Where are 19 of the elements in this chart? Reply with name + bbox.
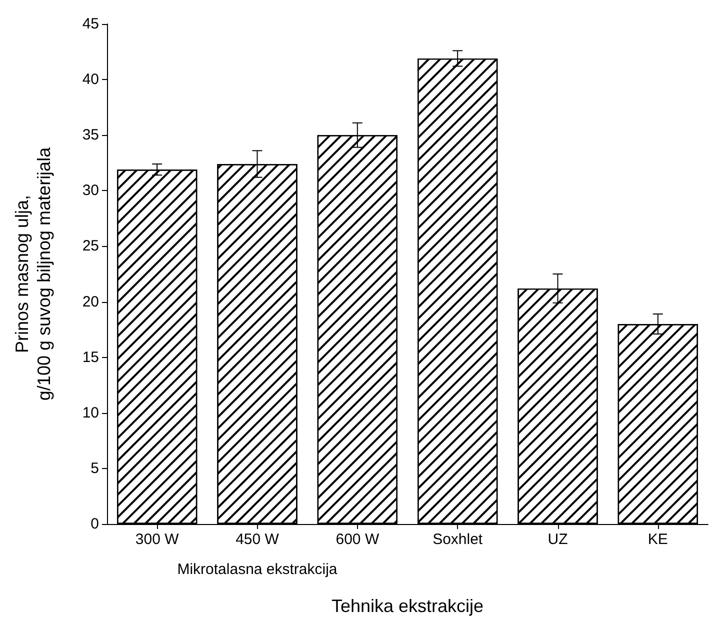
x-tick-label: 600 W: [336, 531, 380, 548]
x-axis-title: Tehnika ekstrakcije: [331, 596, 484, 616]
x-tick-label: 450 W: [236, 531, 280, 548]
y-tick-label: 45: [82, 16, 99, 32]
y-tick-label: 0: [90, 516, 99, 532]
y-tick-label: 15: [82, 348, 99, 366]
y-tick-label: 30: [82, 182, 99, 200]
y-tick-label: 40: [82, 71, 99, 88]
y-tick-label: 35: [82, 126, 99, 144]
x-tick-label: KE: [648, 531, 668, 548]
x-tick-label: 300 W: [135, 531, 180, 548]
y-tick-label: 20: [82, 293, 99, 310]
y-axis-title: Prinos masnog ulja, g/100 g suvog biljnog materijala: [12, 146, 54, 401]
text: Mikrotalasna ekstrakcija: [177, 561, 338, 578]
y-tick-label: 10: [82, 404, 99, 422]
y-tick-label: 25: [82, 238, 99, 255]
y-tick-label: 5: [90, 460, 99, 477]
x-tick-label: UZ: [548, 531, 568, 548]
x-tick-label: Soxhlet: [432, 531, 484, 548]
